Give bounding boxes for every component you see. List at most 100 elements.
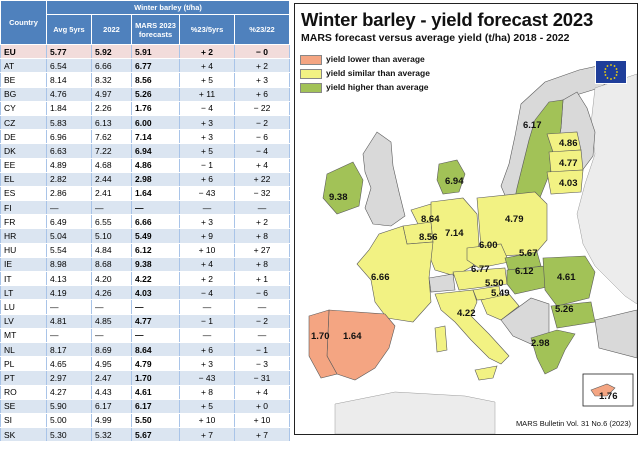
- cell-pct-5yrs: − 4: [179, 285, 235, 301]
- region-ch: [428, 273, 456, 293]
- cell-mars: 6.17: [131, 399, 180, 414]
- cell-country: CZ: [0, 115, 47, 131]
- region-sicily: [474, 365, 498, 381]
- cell-country: IT: [0, 271, 47, 287]
- cell-pct-5yrs: + 3: [179, 214, 235, 230]
- map-label-lv: 4.77: [559, 158, 578, 169]
- table-row: FI — — — — —: [0, 200, 290, 216]
- cell-mars: 5.49: [131, 228, 180, 244]
- cell-pct-5yrs: + 10: [179, 243, 235, 258]
- cell-country: MT: [0, 328, 47, 343]
- cell-country: CY: [0, 101, 47, 116]
- cell-avg: 4.65: [46, 356, 92, 372]
- region-sk: [504, 251, 542, 273]
- cell-avg: 6.54: [46, 58, 92, 74]
- cell-country: HR: [0, 228, 47, 244]
- legend-swatch-lower: [300, 55, 322, 65]
- cell-avg: 6.96: [46, 129, 92, 145]
- cell-pct-5yrs: —: [179, 299, 235, 315]
- cell-avg: 5.54: [46, 243, 92, 258]
- table-row: SI 5.00 4.99 5.50 + 10 + 10: [0, 413, 290, 429]
- cell-country: ES: [0, 186, 47, 202]
- table-row: CY 1.84 2.26 1.76− 4− 22: [0, 101, 290, 116]
- cell-pct-5yrs: + 10: [179, 413, 235, 429]
- cell-pct-22: − 4: [234, 143, 290, 159]
- col-header-2022: 2022: [91, 14, 132, 45]
- cell-pct-22: —: [234, 200, 290, 216]
- cell-avg: 4.76: [46, 87, 92, 102]
- table-row: LV 4.81 4.85 4.77− 1− 2: [0, 314, 290, 329]
- cell-pct-5yrs: + 11: [179, 87, 235, 102]
- cell-country: EE: [0, 158, 47, 173]
- cell-country: PT: [0, 370, 47, 386]
- cell-country: LV: [0, 314, 47, 329]
- region-hu: [506, 265, 552, 295]
- cell-country: BG: [0, 87, 47, 102]
- map-label-si: 5.50: [485, 278, 504, 289]
- cell-2022: 4.95: [91, 356, 132, 372]
- table-row: EU 5.77 5.92 5.91 + 2− 0: [0, 44, 290, 60]
- cell-country: LT: [0, 285, 47, 301]
- cell-pct-5yrs: − 1: [179, 158, 235, 173]
- cell-country: NL: [0, 342, 47, 358]
- map-label-ro: 4.61: [557, 272, 576, 283]
- region-el: [530, 329, 576, 375]
- map-label-lt: 4.03: [559, 178, 578, 189]
- cell-2022: 4.99: [91, 413, 132, 429]
- table-row: AT 6.54 6.66 6.77 + 4 + 2: [0, 58, 290, 74]
- cell-2022: 6.66: [91, 58, 132, 74]
- cell-avg: 2.97: [46, 370, 92, 386]
- cell-2022: 6.13: [91, 115, 132, 131]
- cell-2022: 4.85: [91, 314, 132, 329]
- cell-country: HU: [0, 243, 47, 258]
- cell-avg: 2.82: [46, 172, 92, 187]
- cell-pct-5yrs: + 7: [179, 427, 235, 443]
- col-header-avg: Avg 5yrs: [46, 14, 92, 45]
- cell-mars: 6.94: [131, 143, 180, 159]
- cell-mars: 4.79: [131, 356, 180, 372]
- cell-pct-22: − 1: [234, 342, 290, 358]
- cell-country: PL: [0, 356, 47, 372]
- cell-mars: 6.77: [131, 58, 180, 74]
- col-header-pct-5yrs: %23/5yrs: [179, 14, 235, 45]
- map-label-cy: 1.76: [599, 391, 618, 402]
- cell-avg: 6.49: [46, 214, 92, 230]
- cell-avg: 8.98: [46, 257, 92, 273]
- cell-pct-5yrs: − 4: [179, 101, 235, 116]
- region-it: [434, 289, 510, 365]
- cell-pct-22: + 22: [234, 172, 290, 187]
- cell-avg: 5.00: [46, 413, 92, 429]
- map-label-hu: 6.12: [515, 266, 534, 277]
- map-label-pt: 1.70: [311, 331, 330, 342]
- region-pt: [308, 309, 338, 379]
- cell-2022: 6.55: [91, 214, 132, 230]
- cell-country: EL: [0, 172, 47, 187]
- cell-pct-5yrs: + 6: [179, 342, 235, 358]
- map-label-el: 2.98: [531, 338, 550, 349]
- cell-mars: 6.66: [131, 214, 180, 230]
- country-header: Country: [0, 0, 47, 45]
- cell-pct-5yrs: + 3: [179, 129, 235, 145]
- table-row: FR 6.49 6.55 6.66 + 3 + 2: [0, 214, 290, 230]
- cell-pct-5yrs: + 9: [179, 228, 235, 244]
- cell-pct-5yrs: − 1: [179, 314, 235, 329]
- cell-pct-5yrs: − 43: [179, 370, 235, 386]
- legend-label-higher: yield higher than average: [326, 82, 429, 92]
- cell-mars: 1.70: [131, 370, 180, 386]
- table-body: EU 5.77 5.92 5.91 + 2− 0 AT 6.54 6.66 6.77 + 4 + 2…: [0, 44, 290, 443]
- cell-pct-22: + 2: [234, 58, 290, 74]
- table-row: MT — — — — —: [0, 328, 290, 343]
- col-header-mars-label: MARS 2023 forecasts: [135, 20, 176, 39]
- map-land-layer: [308, 63, 637, 434]
- cell-country: BE: [0, 72, 47, 88]
- cell-avg: —: [46, 328, 92, 343]
- cell-pct-22: + 3: [234, 72, 290, 88]
- cell-2022: —: [91, 299, 132, 315]
- yield-table: Country Winter barley (t/ha) Avg 5yrs 20…: [0, 0, 290, 443]
- map-label-ie: 9.38: [329, 192, 348, 203]
- cell-mars: 6.12: [131, 243, 180, 258]
- cell-2022: 5.92: [91, 44, 132, 60]
- cell-mars: 5.91: [131, 44, 180, 60]
- cell-pct-22: − 32: [234, 186, 290, 202]
- map-label-fr: 6.66: [371, 272, 390, 283]
